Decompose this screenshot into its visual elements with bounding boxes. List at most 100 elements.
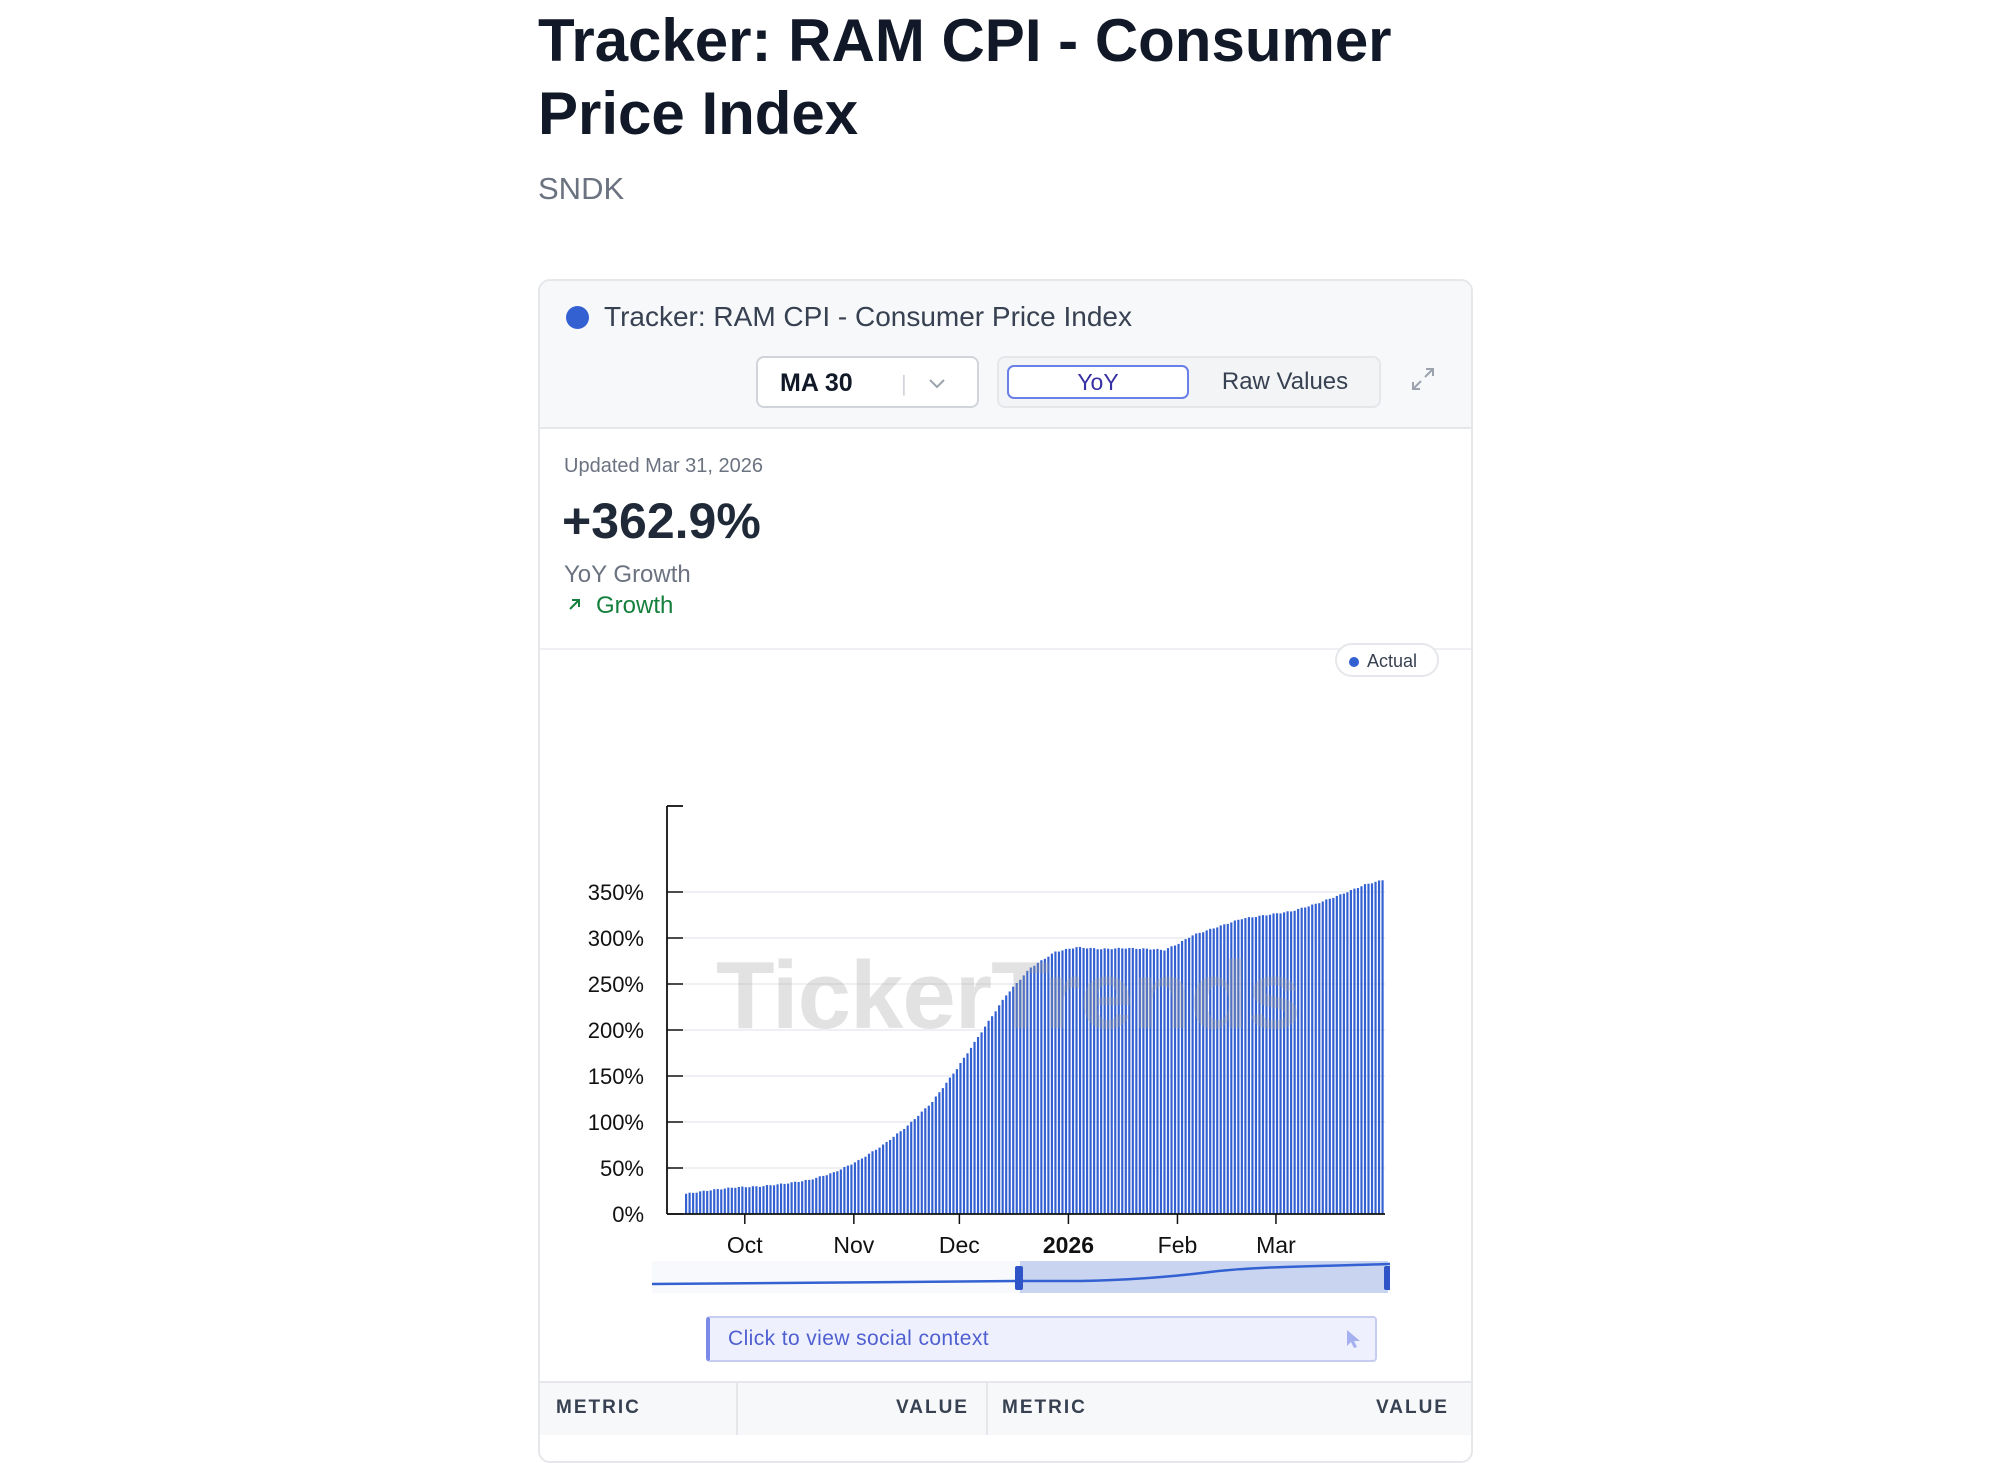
legend-actual[interactable]: Actual	[1335, 643, 1439, 677]
bar	[1184, 939, 1187, 1214]
bar	[839, 1169, 842, 1214]
card-header: Tracker: RAM CPI - Consumer Price Index …	[540, 281, 1471, 429]
bar	[885, 1141, 888, 1214]
bar	[878, 1147, 881, 1214]
bar	[1195, 933, 1198, 1214]
bar	[948, 1077, 951, 1214]
bar	[983, 1026, 987, 1214]
y-tick-label: 250%	[588, 972, 644, 997]
bar	[881, 1144, 885, 1214]
bar	[716, 1189, 719, 1214]
ticker-symbol: SNDK	[538, 171, 625, 206]
bar	[1096, 949, 1099, 1214]
bar	[899, 1131, 902, 1214]
bar	[713, 1189, 716, 1214]
bar	[874, 1149, 878, 1214]
column-header-metric-2: METRIC	[1002, 1397, 1087, 1418]
bar	[769, 1185, 772, 1214]
column-divider	[986, 1383, 988, 1435]
bar	[1036, 962, 1039, 1214]
bar	[808, 1179, 811, 1214]
bar	[976, 1036, 980, 1214]
bar	[1261, 915, 1265, 1214]
bar	[1209, 928, 1212, 1214]
bar	[1311, 904, 1314, 1214]
bar	[1328, 898, 1331, 1214]
bar	[846, 1165, 849, 1214]
bar	[1202, 932, 1205, 1214]
bar	[1212, 928, 1215, 1214]
bar	[1353, 888, 1356, 1214]
bar	[1152, 949, 1156, 1214]
bar	[1198, 932, 1201, 1214]
column-header-metric: METRIC	[556, 1397, 641, 1418]
bar	[1265, 915, 1268, 1214]
bar	[702, 1190, 705, 1214]
bar	[1173, 945, 1177, 1214]
expand-icon[interactable]	[1408, 364, 1438, 394]
bar	[871, 1151, 874, 1214]
bar	[1040, 960, 1043, 1214]
bar	[1110, 949, 1113, 1214]
select-separator: |	[901, 371, 907, 396]
moving-average-select[interactable]: MA 30 |	[756, 356, 979, 408]
bar	[1247, 917, 1250, 1214]
column-divider	[736, 1383, 738, 1435]
column-header-value-2: VALUE	[1376, 1397, 1449, 1418]
card-title: Tracker: RAM CPI - Consumer Price Index	[604, 301, 1132, 332]
raw-values-toggle-button[interactable]: Raw Values	[1221, 368, 1349, 395]
bar	[1244, 918, 1247, 1214]
bar	[966, 1053, 969, 1214]
bar	[1142, 948, 1145, 1214]
bar	[962, 1057, 966, 1214]
bar	[1001, 999, 1004, 1214]
legend-label: Actual	[1367, 651, 1418, 671]
bar	[850, 1164, 853, 1214]
bar	[779, 1183, 783, 1214]
navigator-handle-right[interactable]	[1384, 1266, 1390, 1290]
bar	[1019, 979, 1022, 1214]
bar	[801, 1181, 804, 1214]
bar	[737, 1186, 740, 1214]
bar	[832, 1172, 835, 1214]
bar	[1188, 937, 1191, 1214]
bar	[1363, 884, 1367, 1214]
bar	[1286, 911, 1289, 1214]
bar	[1339, 894, 1342, 1214]
navigator-handle-left[interactable]	[1015, 1266, 1023, 1290]
bar	[892, 1136, 895, 1214]
bar	[1138, 948, 1141, 1214]
bar	[945, 1082, 948, 1214]
bar	[927, 1105, 930, 1214]
social-context-button[interactable]: Click to view social context	[706, 1316, 1377, 1362]
updated-date: Updated Mar 31, 2026	[564, 455, 764, 477]
bar	[688, 1192, 691, 1214]
bar	[730, 1187, 733, 1214]
bar	[1149, 949, 1152, 1214]
bar	[706, 1190, 709, 1214]
bar	[1114, 948, 1117, 1214]
bar	[1268, 914, 1272, 1214]
bar	[1177, 943, 1180, 1214]
bar	[941, 1088, 944, 1214]
trend-indicator: Growth	[596, 592, 674, 619]
bar	[1166, 948, 1170, 1214]
bar	[1068, 948, 1071, 1214]
bar	[1272, 913, 1275, 1214]
bar	[955, 1069, 959, 1214]
bar	[709, 1190, 712, 1214]
yoy-toggle-button[interactable]: YoY	[1007, 365, 1189, 399]
bar	[934, 1096, 937, 1214]
social-context-label: Click to view social context	[728, 1327, 989, 1350]
bar	[815, 1177, 818, 1214]
y-tick-label: 150%	[588, 1064, 644, 1089]
range-navigator[interactable]	[650, 1256, 1390, 1302]
bar	[825, 1175, 828, 1214]
bar	[1275, 913, 1279, 1214]
bar	[1015, 982, 1018, 1214]
bar	[938, 1092, 941, 1214]
bar	[889, 1140, 892, 1214]
bar	[1012, 986, 1015, 1214]
y-tick-label: 100%	[588, 1110, 644, 1135]
bar	[758, 1186, 762, 1214]
